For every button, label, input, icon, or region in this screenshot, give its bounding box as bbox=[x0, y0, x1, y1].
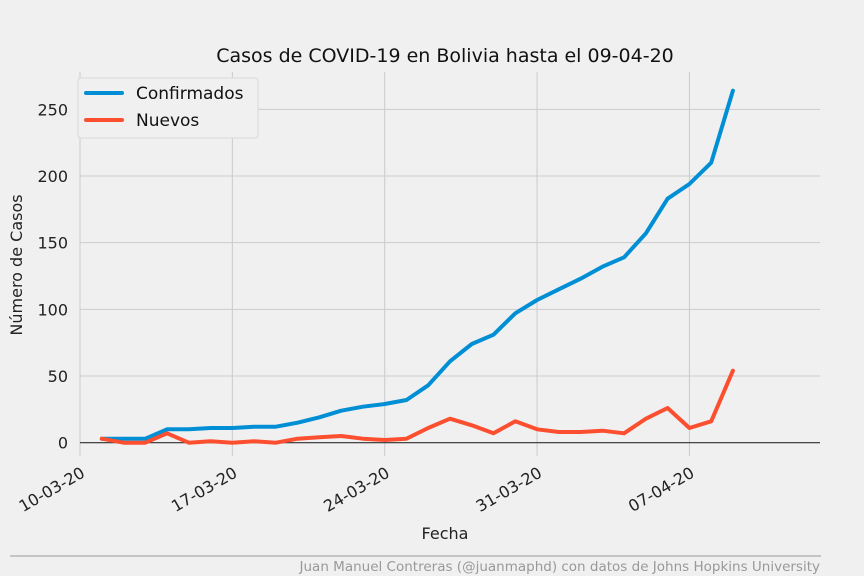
series-line-nuevos bbox=[99, 368, 735, 445]
y-tick-label: 0 bbox=[58, 434, 68, 453]
footer-credit: Juan Manuel Contreras (@juanmaphd) con d… bbox=[299, 559, 820, 575]
y-tick-label: 100 bbox=[37, 300, 68, 319]
y-tick-label: 250 bbox=[37, 100, 68, 119]
legend-label-confirmados: Confirmados bbox=[136, 84, 244, 104]
series-line-confirmados bbox=[99, 88, 735, 441]
y-tick-label: 200 bbox=[37, 167, 68, 186]
x-axis-title: Fecha bbox=[422, 524, 469, 543]
series-layer bbox=[99, 88, 735, 445]
y-axis-title: Número de Casos bbox=[7, 194, 26, 335]
y-tick-label: 50 bbox=[48, 367, 68, 386]
legend-label-nuevos: Nuevos bbox=[136, 111, 199, 131]
y-tick-label: 150 bbox=[37, 234, 68, 253]
chart-title: Casos de COVID-19 en Bolivia hasta el 09… bbox=[216, 45, 674, 67]
legend: Confirmados Nuevos bbox=[77, 77, 259, 139]
y-tick-labels: 0 50 100 150 200 250 bbox=[37, 100, 68, 452]
